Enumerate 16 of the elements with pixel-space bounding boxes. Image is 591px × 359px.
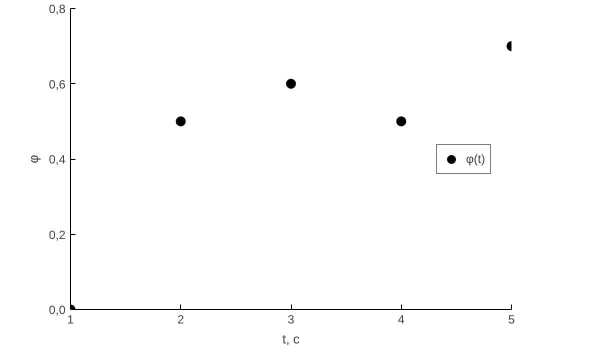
- x-tick-label: 1: [67, 312, 74, 326]
- x-tick-label: 3: [288, 312, 295, 326]
- x-tick-label: 2: [177, 312, 184, 326]
- x-tick-label: 5: [508, 312, 516, 326]
- y-axis-title: φ: [26, 154, 41, 164]
- x-tick-label: 4: [398, 312, 405, 326]
- y-tick-label: 0,4: [48, 152, 66, 166]
- point: [176, 116, 186, 126]
- x-axis-title: t, c: [282, 332, 300, 346]
- legend-label: φ(t): [466, 152, 486, 166]
- y-tick-label: 0,6: [48, 77, 66, 92]
- y-tick-label: 0,0: [48, 303, 66, 317]
- y-tick-label: 0,2: [48, 228, 66, 242]
- point: [286, 78, 296, 89]
- point: [396, 116, 406, 126]
- y-tick-label: 0,8: [48, 2, 66, 16]
